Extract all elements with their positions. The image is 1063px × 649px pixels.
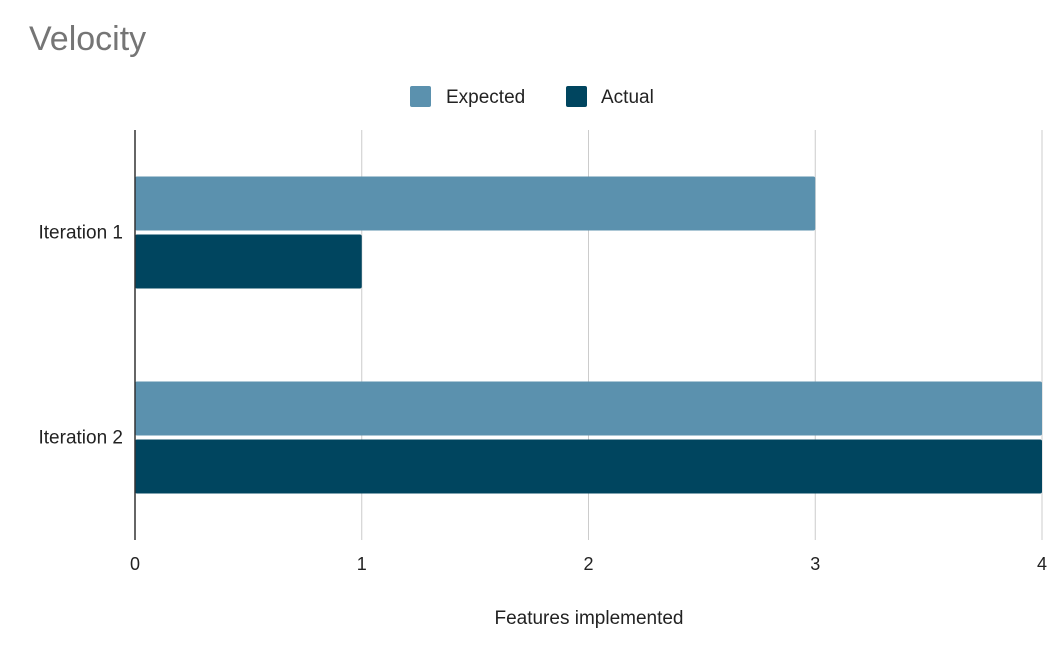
legend-label: Actual — [601, 87, 654, 108]
bar — [135, 439, 1042, 494]
bar — [135, 381, 1042, 436]
x-tick-labels: 0 1 2 3 4 — [130, 554, 1047, 574]
bar — [135, 176, 816, 231]
x-tick-label: 1 — [357, 554, 367, 574]
legend-swatch — [410, 86, 431, 107]
chart-title: Velocity — [29, 20, 147, 58]
legend-label: Expected — [446, 87, 525, 108]
bar — [135, 234, 362, 289]
legend: Expected Actual — [410, 86, 654, 108]
category-label: Iteration 1 — [39, 223, 124, 244]
category-labels: Iteration 1 Iteration 2 — [39, 223, 124, 449]
x-tick-label: 0 — [130, 554, 140, 574]
x-tick-label: 2 — [583, 554, 593, 574]
category-label: Iteration 2 — [39, 428, 124, 449]
bars — [135, 176, 1042, 494]
legend-swatch — [566, 86, 587, 107]
x-tick-label: 3 — [810, 554, 820, 574]
x-tick-label: 4 — [1037, 554, 1047, 574]
x-axis-title: Features implemented — [494, 608, 683, 629]
